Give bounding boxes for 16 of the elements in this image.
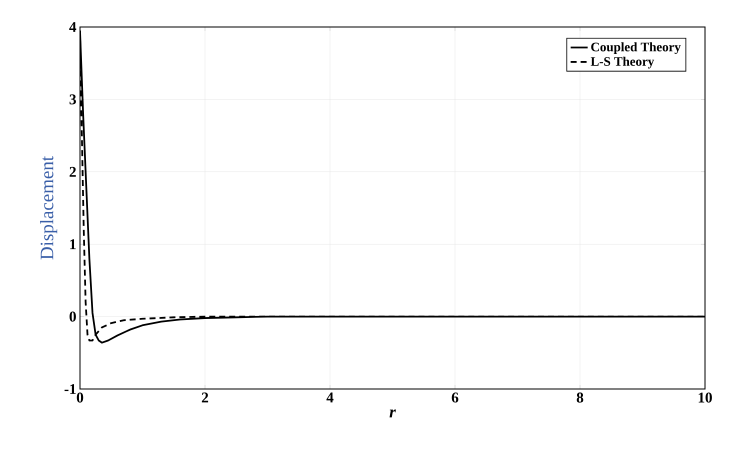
y-axis-title: Displacement [40,156,58,260]
y-tick-label: 4 [69,22,76,32]
x-tick-label: 2 [202,392,208,402]
y-tick-label: 0 [70,312,76,322]
x-axis-title: r [390,409,396,418]
legend-label: L-S Theory [590,56,654,68]
x-tick-label: 0 [76,392,84,403]
y-tick-label: 1 [70,239,76,250]
y-tick-label: 2 [70,166,76,177]
x-tick-label: 4 [326,392,334,402]
legend-label: Coupled Theory [591,42,681,54]
y-tick-label: -1 [64,384,76,394]
x-tick-label: 10 [698,392,712,403]
y-tick-label: 3 [70,94,76,104]
x-tick-label: 6 [452,392,458,403]
x-tick-label: 8 [576,392,584,403]
